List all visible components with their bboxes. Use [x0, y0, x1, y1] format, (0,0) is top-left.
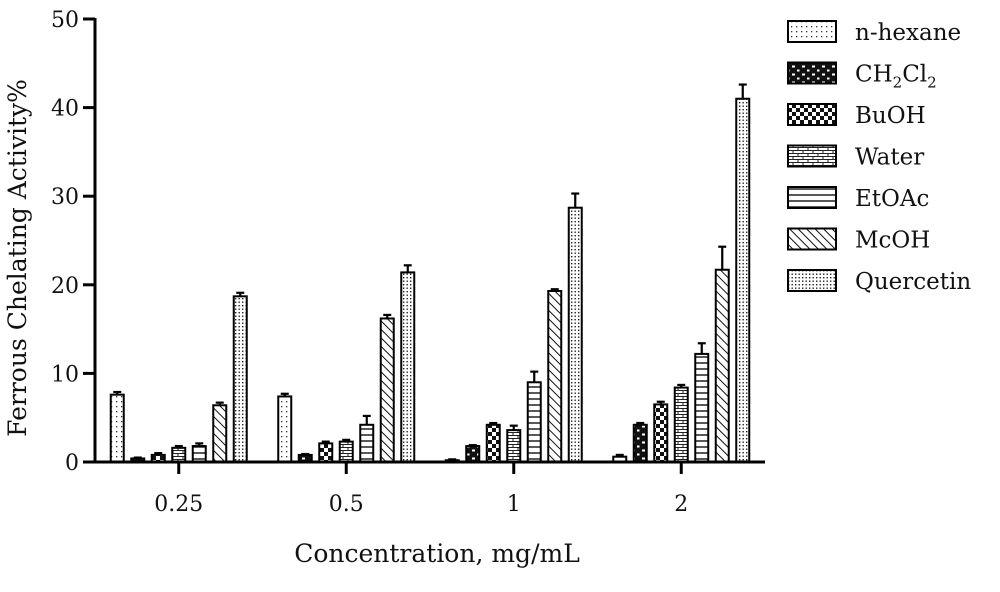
legend-swatch [787, 269, 837, 292]
x-axis-title: Concentration, mg/mL [294, 539, 580, 568]
y-tick-label: 10 [51, 362, 79, 387]
legend-item-etoac: EtOAc [787, 186, 929, 212]
bar-ch2cl2-1 [465, 445, 481, 464]
bar-quercetin-1 [567, 206, 583, 463]
bar-etoac-1 [526, 381, 542, 464]
legend-label: Quercetin [855, 269, 971, 295]
x-tick-label: 0.5 [329, 492, 364, 517]
legend-label: EtOAc [855, 186, 929, 212]
y-tick-label: 40 [51, 97, 79, 122]
x-tick-label: 0.25 [154, 492, 203, 517]
legend-item-n-hexane: n-hexane [787, 20, 961, 46]
bar-quercetin-0_5 [400, 271, 416, 463]
y-tick-label: 50 [51, 8, 79, 33]
legend-label: Water [855, 145, 924, 171]
bar-etoac-0_25 [191, 445, 207, 464]
bar-n-hexane-0_25 [109, 393, 125, 463]
bar-buoh-0_5 [318, 442, 334, 464]
bar-water-0_25 [171, 446, 187, 464]
legend-swatch [787, 20, 837, 43]
bar-n-hexane-0_5 [277, 395, 293, 464]
legend-swatch [787, 61, 837, 85]
legend-label: n-hexane [855, 20, 961, 46]
bar-mcoh-2 [714, 268, 730, 463]
x-tick-label: 2 [674, 492, 688, 517]
y-tick-label: 20 [51, 274, 79, 299]
bar-etoac-0_5 [359, 423, 375, 463]
bar-buoh-2 [653, 403, 669, 464]
plot-area [109, 83, 751, 464]
legend-item-buoh: BuOH [787, 103, 926, 129]
legend-item-ch2cl2: CH2Cl2 [787, 61, 937, 92]
legend-label: CH2Cl2 [855, 62, 937, 92]
legend-label: BuOH [855, 103, 926, 129]
bar-quercetin-2 [735, 97, 751, 464]
legend-item-mcoh: McOH [787, 227, 930, 254]
bar-mcoh-0_5 [379, 317, 395, 463]
bar-water-1 [506, 429, 522, 464]
bar-quercetin-0_25 [232, 295, 248, 463]
bar-ch2cl2-2 [632, 423, 648, 463]
bar-water-2 [673, 386, 689, 463]
y-tick-label: 0 [65, 451, 79, 476]
legend-swatch [787, 186, 837, 209]
x-tick-label: 1 [507, 492, 521, 517]
bar-mcoh-1 [547, 290, 563, 464]
bar-etoac-2 [694, 352, 710, 463]
y-tick-label: 30 [51, 185, 79, 210]
bar-buoh-1 [485, 423, 501, 463]
legend-swatch [787, 103, 837, 126]
legend: n-hexane CH2Cl2 BuOH Water EtOAc McOH Querceti… [787, 20, 971, 295]
legend-swatch [787, 144, 837, 168]
y-axis-title: Ferrous Chelating Activity% [3, 79, 32, 437]
x-axis: 0.25 0.5 1 2 [94, 460, 765, 517]
bar-mcoh-0_25 [212, 404, 228, 463]
legend-label: McOH [855, 228, 930, 254]
y-axis: 0 10 20 30 40 50 [51, 8, 97, 476]
legend-swatch [787, 227, 837, 251]
legend-item-quercetin: Quercetin [787, 269, 971, 295]
bar-water-0_5 [338, 440, 354, 464]
legend-item-water: Water [787, 144, 924, 171]
